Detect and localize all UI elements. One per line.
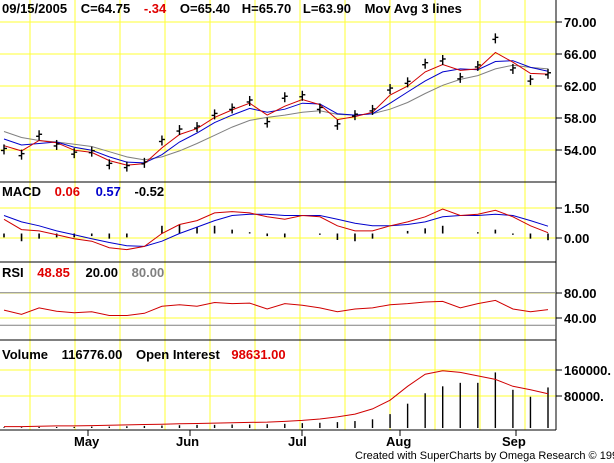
open-interest-label: Open Interest — [136, 347, 220, 362]
footer-credit: Created with SuperCharts by Omega Resear… — [355, 450, 614, 462]
y-tick-label: 70.00 — [564, 15, 597, 30]
header-open: O=65.40 — [180, 1, 230, 16]
header-close: C=64.75 — [81, 1, 131, 16]
moving-average-slow-line — [3, 64, 549, 161]
macd-signal-line — [3, 213, 549, 247]
y-tick-label: 54.00 — [564, 143, 597, 158]
open-interest-value: 98631.00 — [231, 347, 285, 362]
y-tick-label: 62.00 — [564, 79, 597, 94]
header-high: H=65.70 — [242, 1, 292, 16]
x-month-label: Jun — [176, 434, 199, 449]
y-tick-label: 80000. — [564, 389, 604, 404]
open-interest-line — [4, 370, 549, 428]
svg-text:MACD 0.06 0.57: MACD 0.06 0.57 -0.52 — [2, 184, 164, 199]
price-header: 09/15/2005 C=64.75 -.34 O=65.40 H=65.70 … — [2, 1, 462, 16]
svg-text:RSI 48.85 20.0: RSI 48.85 20.00 80.00 — [2, 265, 164, 280]
macd-label: MACD — [2, 184, 41, 199]
volume-value: 116776.00 — [62, 347, 123, 362]
moving-average-fast-line — [3, 51, 549, 166]
volume-label: Volume — [2, 347, 48, 362]
y-tick-label: 1.50 — [564, 201, 589, 216]
header-study: Mov Avg 3 lines — [365, 1, 462, 16]
y-tick-labels: 70.00 66.00 62.00 58.00 54.00 1.50 0.00 80.00 40… — [556, 15, 611, 404]
header-low: L=63.90 — [303, 1, 351, 16]
rsi-label: RSI — [2, 265, 24, 280]
y-tick-label: 66.00 — [564, 47, 597, 62]
rsi-header: RSI 48.85 20.00 80.00 — [2, 265, 164, 280]
x-month-label: Aug — [386, 434, 411, 449]
x-month-labels: May Jun Jul Aug Sep — [74, 430, 526, 449]
y-tick-label: 40.00 — [564, 311, 597, 326]
header-change: -.34 — [144, 1, 167, 16]
rsi-upper-level: 80.00 — [132, 265, 165, 280]
y-tick-label: 160000. — [564, 363, 611, 378]
macd-value: 0.06 — [55, 184, 80, 199]
y-tick-label: 58.00 — [564, 111, 597, 126]
rsi-line — [3, 299, 549, 316]
header-date: 09/15/2005 — [2, 1, 67, 16]
y-tick-label: 80.00 — [564, 286, 597, 301]
x-month-label: May — [74, 434, 100, 449]
macd-line — [3, 208, 549, 251]
macd-histogram-value: -0.52 — [135, 184, 165, 199]
svg-text:09/15/2005 C=64.75: 09/15/2005 C=64.75 -.34 O=65.40 H=65.70 … — [2, 1, 462, 16]
rsi-lower-level: 20.00 — [85, 265, 118, 280]
macd-header: MACD 0.06 0.57 -0.52 — [2, 184, 164, 199]
x-month-label: Sep — [502, 434, 526, 449]
y-tick-label: 0.00 — [564, 231, 589, 246]
svg-text:Volume 116776.00: Volume 116776.00 Open Interest 98631.00 — [2, 347, 286, 362]
macd-signal-value: 0.57 — [96, 184, 121, 199]
rsi-value: 48.85 — [37, 265, 70, 280]
x-month-label: Jul — [288, 434, 307, 449]
plot-layer — [0, 33, 556, 428]
volume-header: Volume 116776.00 Open Interest 98631.00 — [2, 347, 286, 362]
